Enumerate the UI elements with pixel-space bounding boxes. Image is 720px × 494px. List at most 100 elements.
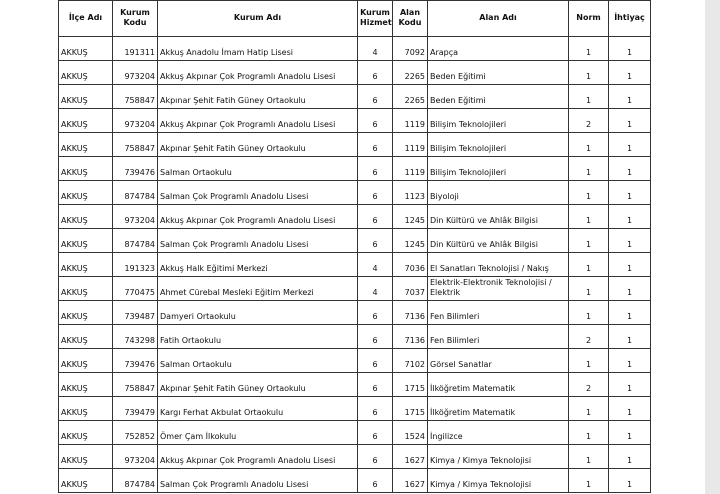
table-row: AKKUŞ 739487 Damyeri Ortaokulu 6 7136 Fen Bil…	[58, 300, 651, 325]
table-cell: Fen Bilimleri	[427, 324, 569, 349]
table-row: AKKUŞ 191311 Akkuş Anadolu İmam Hatip Lise…	[58, 36, 651, 61]
table-cell: 739476	[112, 156, 158, 181]
table-cell: 1715	[392, 396, 428, 421]
table-cell: Akpınar Şehit Fatih Güney Ortaokulu	[157, 132, 358, 157]
header-cell: Alan Adı	[427, 0, 569, 37]
table-cell: 7036	[392, 252, 428, 277]
table-cell: AKKUŞ	[58, 324, 113, 349]
table-cell: 1	[568, 348, 609, 373]
table-cell: Akkuş Akpınar Çok Programlı Anadolu Lise…	[157, 444, 358, 469]
table-cell: 6	[357, 396, 393, 421]
table-cell: İngilizce	[427, 420, 569, 445]
table-cell: Din Kültürü ve Ahlâk Bilgisi	[427, 228, 569, 253]
table-cell: Salman Çok Programlı Anadolu Lisesi	[157, 228, 358, 253]
table-cell: El Sanatları Teknolojisi / Nakış	[427, 252, 569, 277]
table-cell: 1	[568, 156, 609, 181]
table-cell: Akkuş Halk Eğitimi Merkezi	[157, 252, 358, 277]
table-cell: 1119	[392, 132, 428, 157]
header-cell: Alan Kodu	[392, 0, 428, 37]
table-cell: Akkuş Akpınar Çok Programlı Anadolu Lise…	[157, 60, 358, 85]
table-cell: Elektrik-Elektronik Teknolojisi / Elektr…	[427, 276, 569, 301]
table-row: AKKUŞ 973204 Akkuş Akpınar Çok Programlı A…	[58, 444, 651, 469]
table-cell: 7102	[392, 348, 428, 373]
table-row: AKKUŞ 770475 Ahmet Cürebal Mesleki Eğitim …	[58, 276, 651, 301]
header-cell: İhtiyaç	[608, 0, 651, 37]
table-cell: AKKUŞ	[58, 348, 113, 373]
table-cell: 6	[357, 300, 393, 325]
table-cell: 752852	[112, 420, 158, 445]
table-cell: 1245	[392, 228, 428, 253]
table-row: AKKUŞ 758847 Akpınar Şehit Fatih Güney Ort…	[58, 84, 651, 109]
table-cell: 1	[608, 372, 651, 397]
table-cell: AKKUŞ	[58, 372, 113, 397]
table-cell: 1	[608, 420, 651, 445]
table-cell: 743298	[112, 324, 158, 349]
table-cell: 4	[357, 252, 393, 277]
table-cell: 1	[608, 132, 651, 157]
table-row: AKKUŞ 874784 Salman Çok Programlı Anadolu …	[58, 468, 651, 493]
table-cell: Bilişim Teknolojileri	[427, 108, 569, 133]
table-cell: 973204	[112, 108, 158, 133]
table-cell: 2	[568, 324, 609, 349]
table-row: AKKUŞ 758847 Akpınar Şehit Fatih Güney Ort…	[58, 132, 651, 157]
table-cell: AKKUŞ	[58, 204, 113, 229]
table-cell: 1	[608, 60, 651, 85]
table-cell: 6	[357, 84, 393, 109]
table-cell: AKKUŞ	[58, 84, 113, 109]
table-cell: 1	[568, 420, 609, 445]
table-cell: 6	[357, 204, 393, 229]
table-cell: 6	[357, 468, 393, 493]
table-cell: 874784	[112, 468, 158, 493]
table-cell: 739476	[112, 348, 158, 373]
table-cell: Akkuş Akpınar Çok Programlı Anadolu Lise…	[157, 204, 358, 229]
table-cell: 1	[608, 252, 651, 277]
table-cell: Görsel Sanatlar	[427, 348, 569, 373]
table-cell: AKKUŞ	[58, 276, 113, 301]
table-cell: AKKUŞ	[58, 468, 113, 493]
table-cell: Salman Ortaokulu	[157, 156, 358, 181]
table-cell: 874784	[112, 228, 158, 253]
table-cell: 1	[608, 228, 651, 253]
table-cell: Arapça	[427, 36, 569, 61]
table-row: AKKUŞ 973204 Akkuş Akpınar Çok Programlı A…	[58, 108, 651, 133]
table-row: AKKUŞ 739479 Kargı Ferhat Akbulat Ortaokul…	[58, 396, 651, 421]
table-cell: 1	[568, 252, 609, 277]
table-cell: 191323	[112, 252, 158, 277]
table-cell: 1	[608, 180, 651, 205]
table-cell: Ahmet Cürebal Mesleki Eğitim Merkezi	[157, 276, 358, 301]
table-cell: 1245	[392, 204, 428, 229]
table-cell: 1	[568, 84, 609, 109]
table-cell: AKKUŞ	[58, 180, 113, 205]
table-row: AKKUŞ 743298 Fatih Ortaokulu 6 7136 Fen Bilim…	[58, 324, 651, 349]
table-cell: 1715	[392, 372, 428, 397]
table-cell: Kimya / Kimya Teknolojisi	[427, 444, 569, 469]
table-cell: 6	[357, 444, 393, 469]
table-cell: 1119	[392, 156, 428, 181]
table-cell: AKKUŞ	[58, 420, 113, 445]
table-cell: 1	[608, 108, 651, 133]
table-cell: 1	[608, 276, 651, 301]
table-cell: 1	[568, 228, 609, 253]
table-cell: 2	[568, 372, 609, 397]
header-cell: İlçe Adı	[58, 0, 113, 37]
table-cell: 1	[608, 300, 651, 325]
table-row: AKKUŞ 973204 Akkuş Akpınar Çok Programlı A…	[58, 60, 651, 85]
table-cell: İlköğretim Matematik	[427, 396, 569, 421]
table-cell: Akkuş Akpınar Çok Programlı Anadolu Lise…	[157, 108, 358, 133]
table-cell: AKKUŞ	[58, 108, 113, 133]
table-cell: Bilişim Teknolojileri	[427, 156, 569, 181]
table-cell: 1	[568, 60, 609, 85]
table-cell: 1123	[392, 180, 428, 205]
table-cell: 1	[568, 444, 609, 469]
table-cell: AKKUŞ	[58, 300, 113, 325]
header-cell: Kurum Hizmet	[357, 0, 393, 37]
table-cell: 1	[608, 36, 651, 61]
table-cell: 191311	[112, 36, 158, 61]
table-cell: 739487	[112, 300, 158, 325]
table-cell: AKKUŞ	[58, 132, 113, 157]
table-cell: 2265	[392, 60, 428, 85]
table-cell: 6	[357, 60, 393, 85]
table-cell: 6	[357, 132, 393, 157]
table-row: AKKUŞ 758847 Akpınar Şehit Fatih Güney Ort…	[58, 372, 651, 397]
table-cell: 1	[568, 396, 609, 421]
